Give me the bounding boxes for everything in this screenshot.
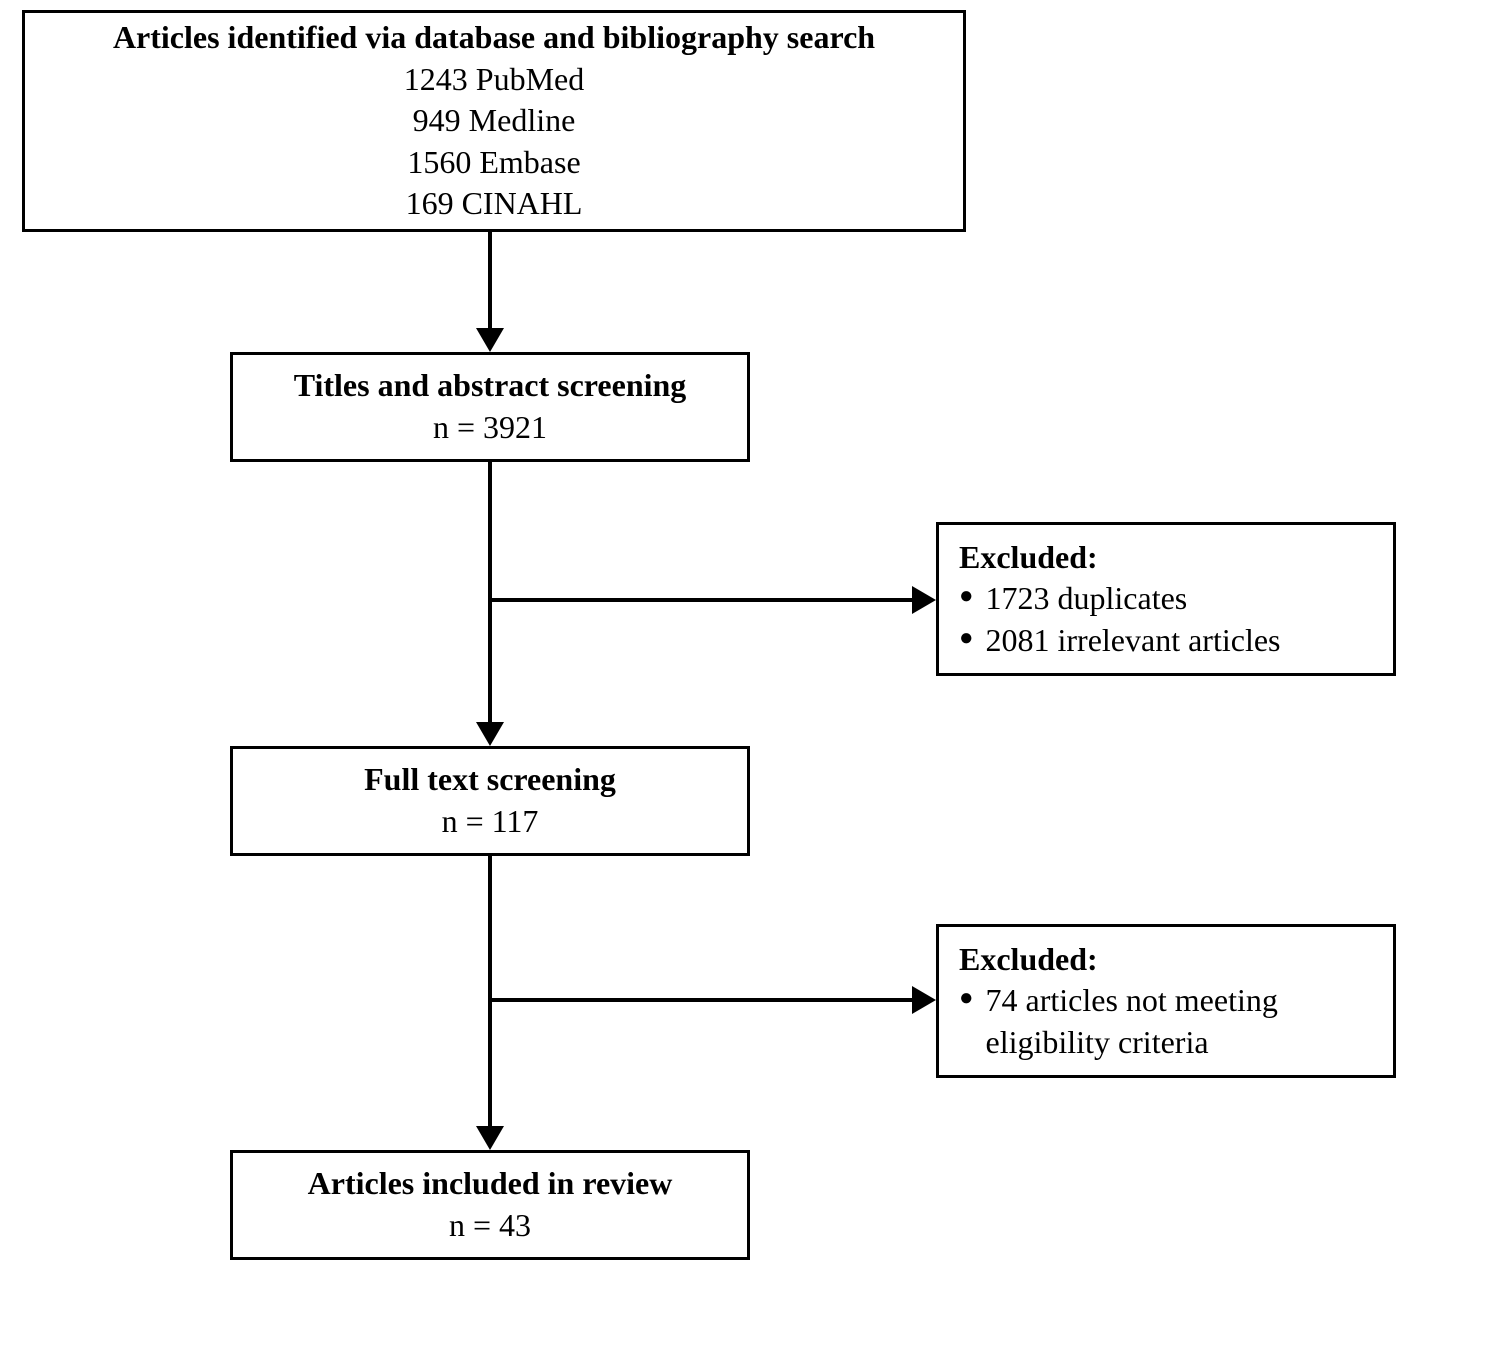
excluded1-bullet-0-text: 1723 duplicates [986,578,1188,620]
fulltext-title: Full text screening [364,759,616,801]
bullet-icon: ● [959,578,974,614]
excluded2-title: Excluded: [959,939,1098,981]
box-excluded2: Excluded: ● 74 articles not meeting elig… [936,924,1396,1078]
box-screening: Titles and abstract screening n = 3921 [230,352,750,462]
screening-title: Titles and abstract screening [294,365,687,407]
box-included: Articles included in review n = 43 [230,1150,750,1260]
bullet-icon: ● [959,980,974,1016]
identification-title: Articles identified via database and bib… [113,17,875,59]
excluded1-bullet-0: ● 1723 duplicates [959,578,1187,620]
excluded2-bullet-0: ● 74 articles not meeting eligibility cr… [959,980,1373,1063]
excluded1-bullet-1-text: 2081 irrelevant articles [986,620,1281,662]
included-sub: n = 43 [449,1205,531,1247]
excluded1-bullet-1: ● 2081 irrelevant articles [959,620,1280,662]
box-identification: Articles identified via database and bib… [22,10,966,232]
arrow-id-to-screening [468,232,512,352]
identification-line-3: 169 CINAHL [406,183,583,225]
identification-line-1: 949 Medline [413,100,576,142]
included-title: Articles included in review [308,1163,673,1205]
screening-sub: n = 3921 [433,407,547,449]
bullet-icon: ● [959,620,974,656]
arrow-to-excluded1 [490,578,936,622]
box-excluded1: Excluded: ● 1723 duplicates ● 2081 irrel… [936,522,1396,676]
excluded1-title: Excluded: [959,537,1098,579]
arrow-to-excluded2 [490,978,936,1022]
box-fulltext: Full text screening n = 117 [230,746,750,856]
identification-line-2: 1560 Embase [407,142,580,184]
identification-line-0: 1243 PubMed [404,59,584,101]
excluded2-bullet-0-text: 74 articles not meeting eligibility crit… [986,980,1374,1063]
fulltext-sub: n = 117 [442,801,539,843]
